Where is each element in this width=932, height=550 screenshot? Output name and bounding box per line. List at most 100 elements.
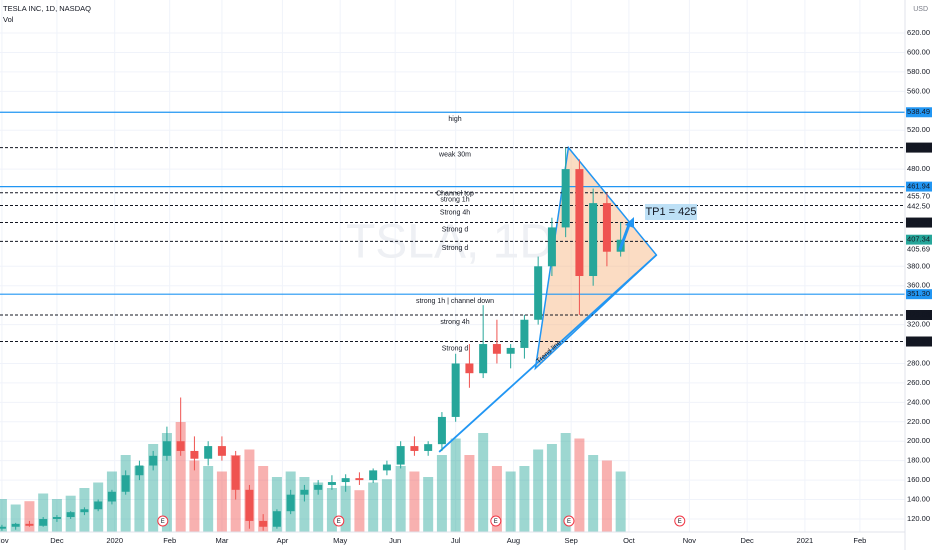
volume-bar	[161, 433, 172, 532]
earnings-label: E	[678, 519, 682, 525]
volume-bar	[436, 455, 447, 532]
candle-body	[437, 416, 446, 445]
y-tick-label: 600.00	[907, 47, 930, 56]
volume-bar	[0, 499, 7, 532]
candle-body	[11, 523, 20, 527]
volume-bar	[505, 471, 516, 532]
volume-bar	[409, 471, 420, 532]
candle-body	[396, 446, 405, 465]
y-tick-label: 240.00	[907, 397, 930, 406]
price-box-label: 425.00	[907, 218, 930, 227]
volume-bar	[258, 466, 269, 532]
price-box-label: 329.88	[907, 310, 930, 319]
volume-bar	[423, 477, 434, 532]
level-label: Strong 4h	[440, 209, 470, 216]
level-label: high	[448, 116, 461, 123]
target-arrow	[618, 221, 632, 251]
volume-bar	[381, 479, 392, 532]
candle-body	[341, 478, 350, 483]
candle-body	[602, 203, 611, 252]
volume-bar	[601, 460, 612, 532]
y-tick-label: 380.00	[907, 261, 930, 270]
candle-body	[149, 455, 158, 466]
price-box	[906, 234, 932, 245]
candle-body	[506, 347, 515, 354]
volume-bar	[588, 455, 599, 532]
volume-bar	[313, 482, 324, 532]
price-box	[906, 217, 932, 228]
earnings-label: E	[567, 519, 571, 525]
candle-body	[52, 517, 61, 519]
volume-bar	[271, 477, 282, 532]
candle-body	[575, 169, 584, 277]
y-tick-label: 620.00	[907, 28, 930, 37]
volume-bar	[533, 449, 544, 532]
level-label: Strong d	[442, 226, 469, 233]
level-label: Channel top	[436, 191, 474, 198]
volume-bar	[175, 422, 186, 532]
y-tick-label: 520.00	[907, 125, 930, 134]
y-tick-label: 140.00	[907, 495, 930, 504]
trend-line	[438, 254, 658, 453]
x-tick-label: Feb	[163, 536, 176, 545]
candle-body	[327, 482, 336, 485]
candle-body	[162, 441, 171, 456]
price-axis-bg	[905, 0, 932, 550]
earnings-label: E	[337, 519, 341, 525]
earnings-marker	[333, 515, 345, 527]
volume-bar	[216, 471, 227, 532]
x-tick-label: Nov	[0, 536, 9, 545]
x-tick-label: Nov	[683, 536, 697, 545]
target-box	[645, 203, 698, 220]
price-box-label: 351.30	[907, 289, 930, 298]
earnings-marker	[490, 515, 502, 527]
candle-body	[204, 446, 213, 459]
candle-body	[135, 465, 144, 476]
candle-body	[589, 203, 598, 277]
candle-body	[355, 478, 364, 481]
y-tick-label: 180.00	[907, 456, 930, 465]
volume-bar	[203, 466, 214, 532]
price-box	[906, 289, 932, 300]
price-box-label: 461.94	[907, 182, 930, 191]
volume-bar	[38, 493, 49, 532]
candle-body	[217, 446, 226, 456]
candle-body	[451, 363, 460, 417]
volume-bar	[478, 433, 489, 532]
volume-bar	[10, 504, 21, 532]
candle-body	[272, 511, 281, 527]
volume-bar	[464, 455, 475, 532]
volume-bar	[134, 466, 145, 532]
candle-body	[245, 489, 254, 521]
volume-bar	[395, 466, 406, 532]
volume-bar	[326, 488, 337, 532]
candle-body	[561, 169, 570, 228]
volume-bar	[368, 482, 379, 532]
price-box-label: 502.14	[907, 143, 930, 152]
volume-bar	[24, 501, 35, 532]
y-tick-label: 580.00	[907, 67, 930, 76]
candle-body	[190, 450, 199, 459]
x-tick-label: Apr	[277, 536, 289, 545]
candle-body	[479, 344, 488, 374]
target-arrow-head	[625, 216, 635, 228]
level-label: Strong d	[442, 345, 469, 352]
volume-bar	[354, 490, 365, 532]
level-label: weak 30m	[438, 151, 471, 158]
candle-body	[25, 523, 34, 526]
candle-body	[424, 444, 433, 451]
earnings-marker	[157, 515, 169, 527]
x-tick-label: Jun	[389, 536, 401, 545]
candle-body	[410, 446, 419, 451]
y-tick-label: 360.00	[907, 281, 930, 290]
x-tick-label: Dec	[50, 536, 64, 545]
candle-body	[382, 464, 391, 471]
price-box-label: 442.50	[907, 202, 930, 211]
volume-bar	[189, 460, 200, 532]
target-label: TP1 = 425	[645, 206, 696, 218]
candle-body	[0, 526, 6, 529]
volume-bar	[148, 444, 159, 532]
price-box	[906, 336, 932, 347]
watermark: TSLA, 1D	[346, 216, 554, 269]
